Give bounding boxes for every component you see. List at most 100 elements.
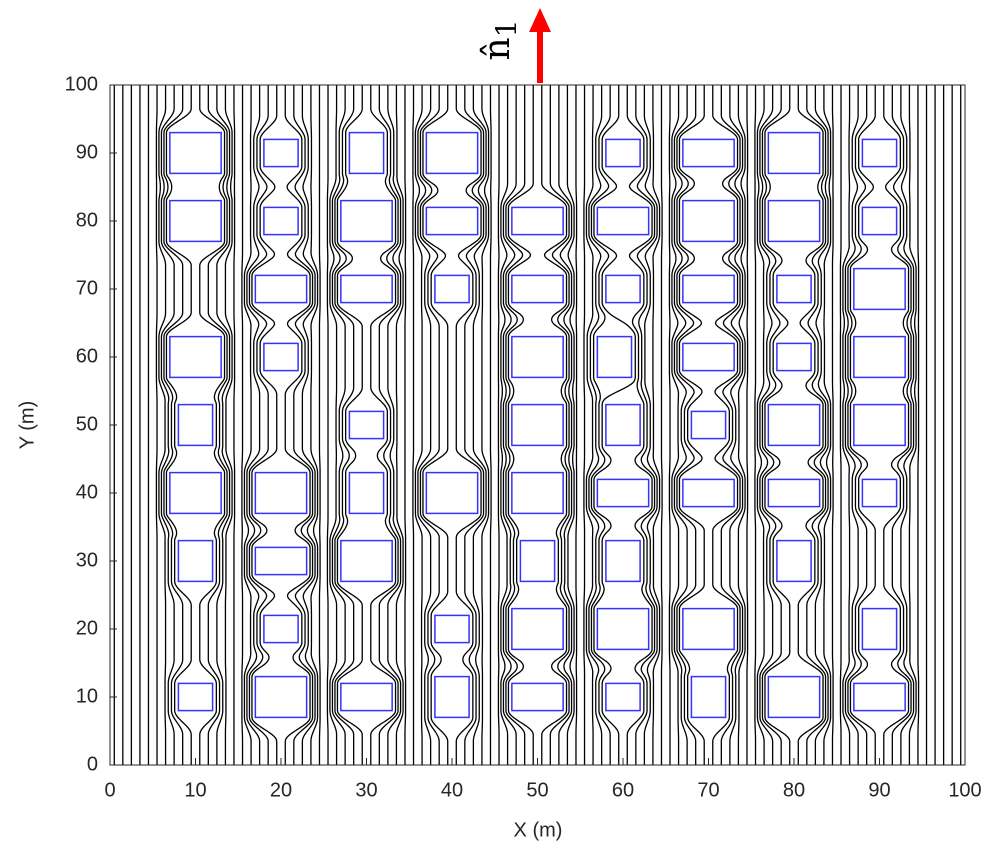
streamline: [668, 85, 671, 765]
streamline: [849, 85, 876, 765]
streamline: [500, 85, 509, 765]
x-tick-label: 10: [184, 779, 206, 801]
obstacle: [340, 682, 393, 712]
streamline: [422, 85, 449, 765]
y-tick-label: 10: [76, 685, 98, 707]
obstacle: [434, 675, 470, 719]
obstacle: [263, 342, 299, 372]
streamline: [839, 85, 842, 765]
obstacle: [511, 206, 564, 236]
x-tick-label: 0: [104, 779, 115, 801]
obstacle: [596, 607, 650, 651]
x-tick-label: 50: [526, 779, 548, 801]
streamline: [764, 85, 791, 765]
streamline: [243, 85, 252, 765]
streamline: [414, 85, 423, 765]
streamline: [575, 85, 578, 765]
streamline: [643, 85, 658, 765]
streamline: [590, 85, 611, 765]
y-tick-label: 90: [76, 141, 98, 163]
streamline: [541, 85, 568, 765]
streamline: [754, 85, 757, 765]
streamline: [847, 85, 868, 765]
streamline: [883, 85, 910, 765]
streamline: [224, 85, 233, 765]
streamline: [251, 85, 278, 765]
streamline: [746, 85, 749, 765]
streamline: [318, 85, 321, 765]
obstacle: [169, 199, 222, 243]
streamline: [823, 85, 832, 765]
obstacle: [169, 471, 222, 515]
y-tick-label: 20: [76, 617, 98, 639]
streamline: [497, 85, 500, 765]
obstacle: [767, 199, 821, 243]
streamline: [284, 85, 311, 765]
streamline: [558, 85, 573, 765]
y-tick-label: 70: [76, 277, 98, 299]
obstacle: [853, 403, 906, 447]
obstacle: [861, 607, 898, 651]
streamline: [301, 85, 316, 765]
obstacle: [605, 539, 641, 583]
streamline: [481, 85, 490, 765]
obstacle: [519, 539, 556, 583]
streamline: [472, 85, 487, 765]
streamline: [671, 85, 680, 765]
obstacle: [348, 471, 385, 515]
streamline: [842, 85, 851, 765]
obstacle: [682, 478, 735, 508]
x-tick-label: 80: [783, 779, 805, 801]
streamline: [233, 85, 236, 765]
streamline: [336, 85, 363, 765]
streamline: [419, 85, 440, 765]
direction-arrowhead: [529, 8, 551, 32]
x-tick-label: 30: [355, 779, 377, 801]
streamline: [917, 85, 920, 765]
streamline: [165, 85, 192, 765]
y-tick-label: 100: [65, 73, 98, 95]
obstacle: [434, 274, 470, 304]
x-axis-label: X (m): [514, 819, 563, 841]
obstacle: [605, 403, 641, 447]
streamline: [246, 85, 261, 765]
obstacle: [177, 403, 214, 447]
obstacle: [263, 206, 299, 236]
y-tick-label: 60: [76, 345, 98, 367]
obstacle: [605, 682, 641, 712]
obstacle: [254, 675, 308, 719]
y-tick-label: 50: [76, 413, 98, 435]
obstacle: [169, 131, 222, 175]
obstacle: [596, 206, 650, 236]
obstacle: [263, 614, 299, 644]
obstacle: [767, 131, 821, 175]
obstacle: [348, 131, 385, 175]
streamline: [676, 85, 697, 765]
obstacle: [511, 682, 564, 712]
obstacle: [340, 199, 393, 243]
obstacle: [853, 682, 906, 712]
streamline: [370, 85, 397, 765]
streamline: [891, 85, 912, 765]
streamline: [712, 85, 739, 765]
x-tick-label: 40: [441, 779, 463, 801]
x-tick-label: 20: [270, 779, 292, 801]
obstacle: [682, 342, 735, 372]
y-tick-label: 30: [76, 549, 98, 571]
streamline: [455, 85, 482, 765]
streamline: [489, 85, 492, 765]
obstacle: [682, 274, 735, 304]
streamline: [756, 85, 765, 765]
streamline: [417, 85, 432, 765]
obstacle: [511, 403, 564, 447]
obstacle: [767, 403, 821, 447]
obstacle: [596, 478, 650, 508]
streamline: [395, 85, 404, 765]
obstacle: [254, 471, 308, 515]
streamline: [626, 85, 653, 765]
streamline: [216, 85, 231, 765]
annotation-main: n̂: [477, 37, 518, 60]
streamline: [207, 85, 228, 765]
streamline: [549, 85, 570, 765]
